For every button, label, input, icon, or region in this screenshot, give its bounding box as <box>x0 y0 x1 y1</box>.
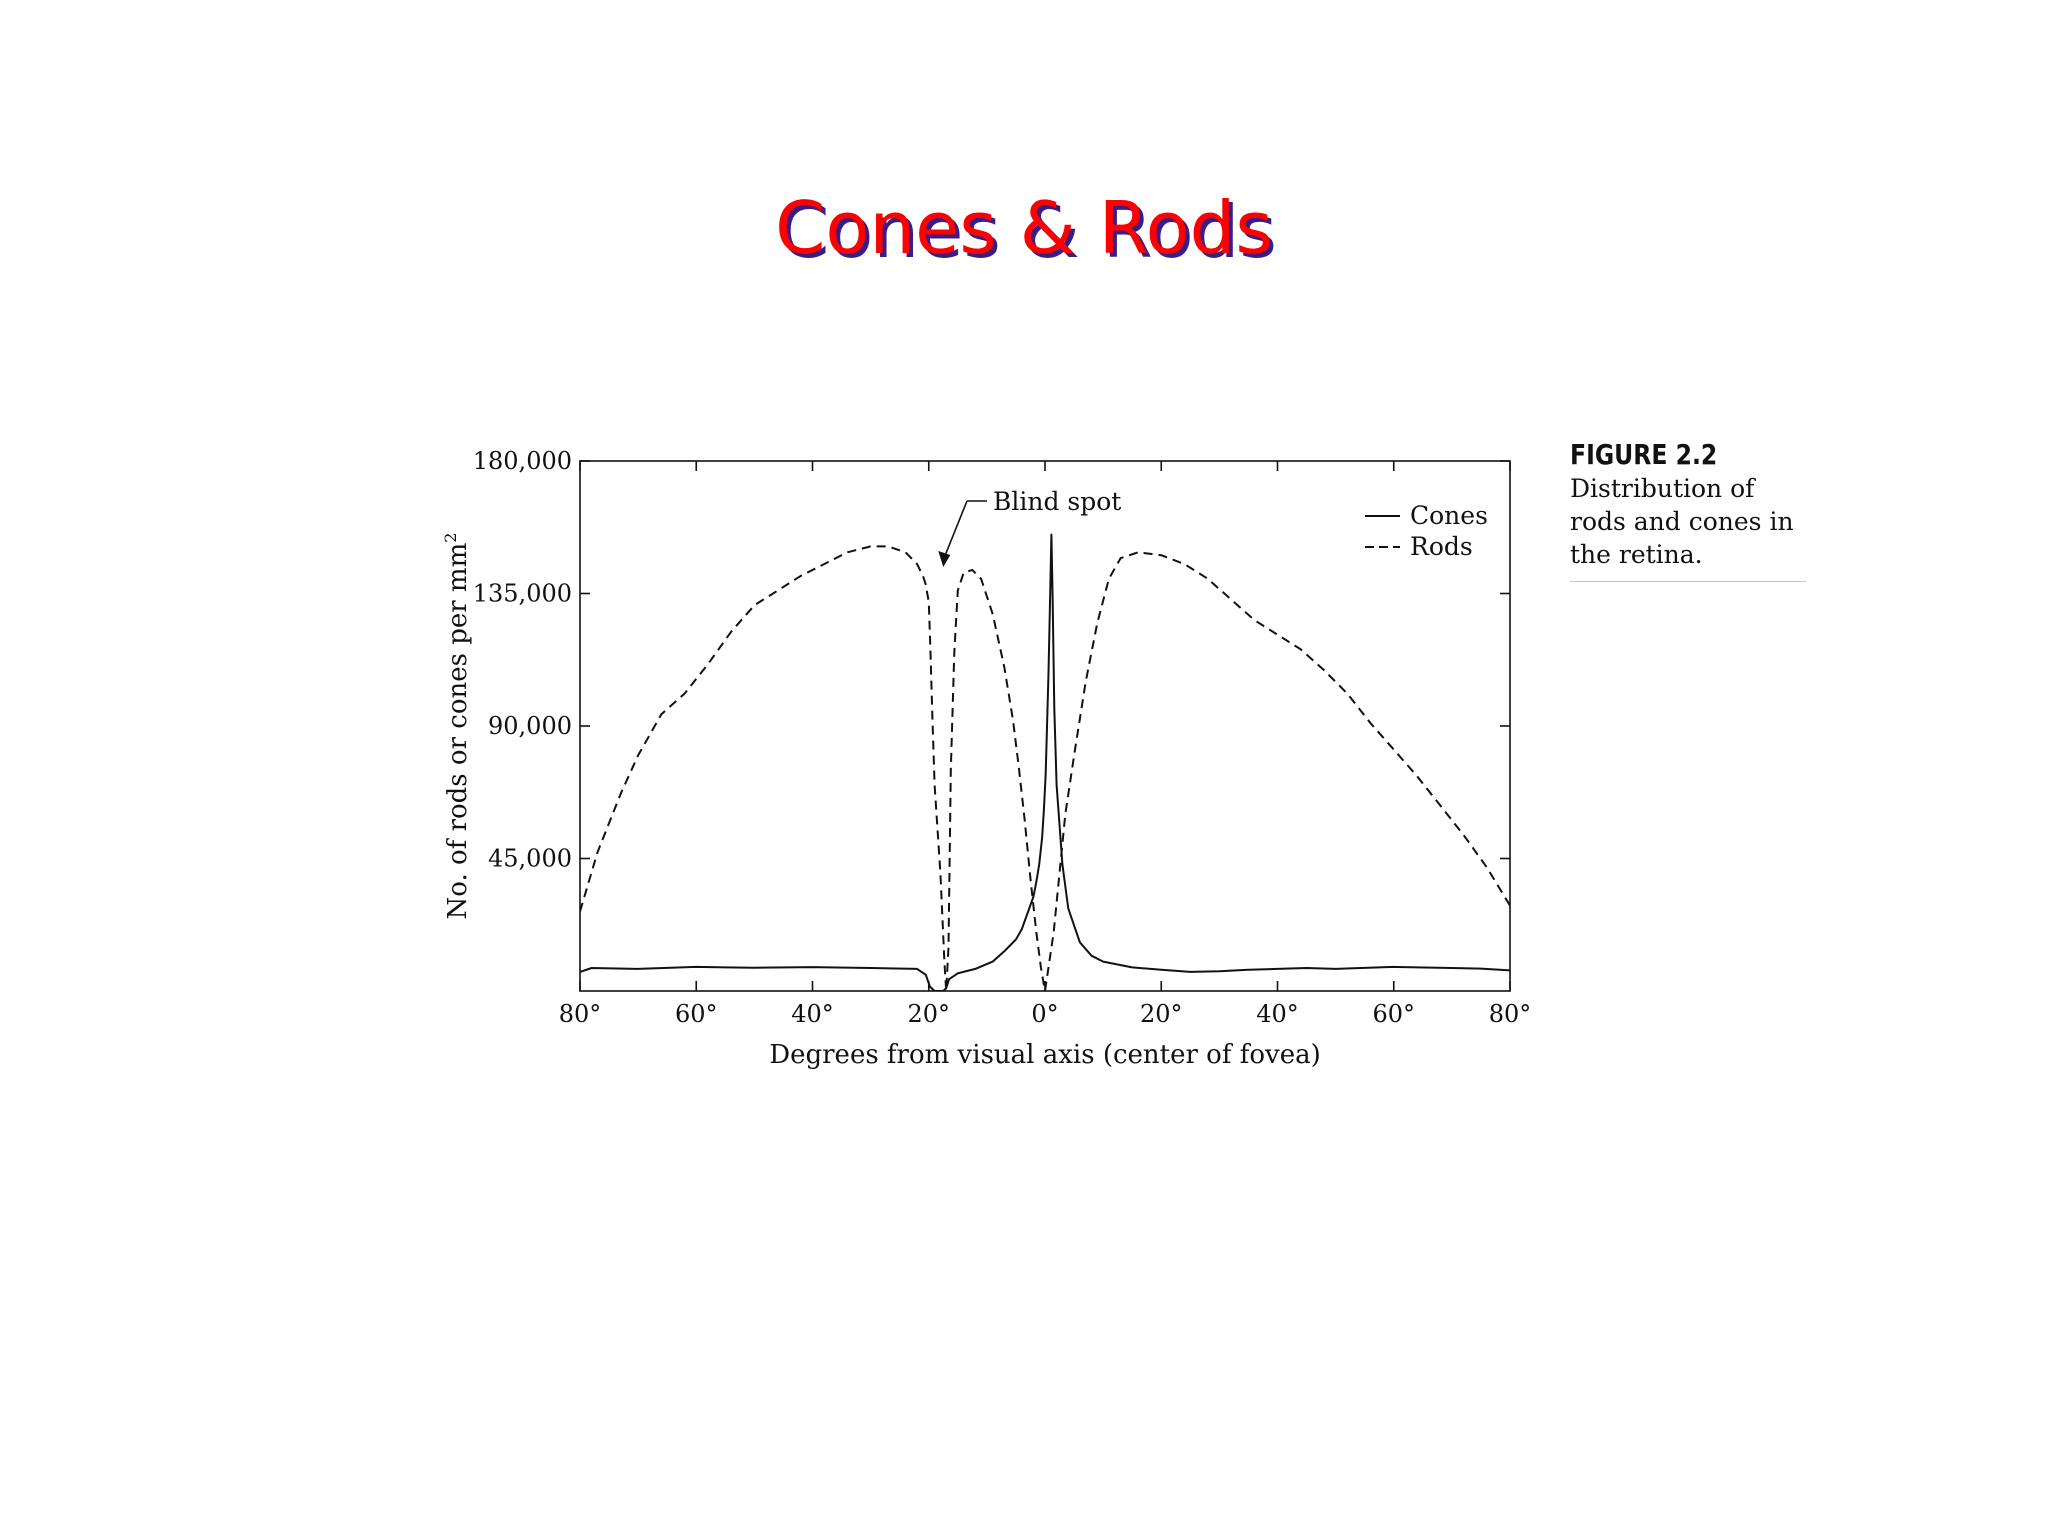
y-tick-label: 135,000 <box>473 580 572 608</box>
x-tick-label: 60° <box>1372 1000 1415 1028</box>
x-tick-label: 40° <box>791 1000 834 1028</box>
annotation-arrow-head <box>938 551 951 567</box>
annotation-blind-spot: Blind spot <box>993 487 1121 516</box>
y-tick-label: 180,000 <box>473 447 572 475</box>
x-tick-label: 80° <box>1489 1000 1532 1028</box>
figure-caption: FIGURE 2.2 Distribution of rods and cone… <box>1570 438 1810 582</box>
legend-label-rods: Rods <box>1410 532 1473 561</box>
x-axis-label: Degrees from visual axis (center of fove… <box>769 1040 1320 1070</box>
plot-frame <box>579 460 1511 992</box>
annotation-arrow-shaft <box>944 500 968 556</box>
x-tick-label: 40° <box>1256 1000 1299 1028</box>
y-tick-label: 90,000 <box>488 712 572 740</box>
y-axis-label: No. of rods or cones per mm2 <box>441 533 473 920</box>
series-line-rods <box>580 545 1510 991</box>
x-tick-label: 0° <box>1031 1000 1058 1028</box>
x-tick-label: 20° <box>1140 1000 1183 1028</box>
slide-title: Cones & Rods <box>775 186 1273 270</box>
x-tick-label: 80° <box>559 1000 602 1028</box>
y-tick-label: 45,000 <box>488 845 572 873</box>
x-tick-label: 20° <box>907 1000 950 1028</box>
figure-number: FIGURE 2.2 <box>1570 438 1718 471</box>
figure-caption-text: Distribution of rods and cones in the re… <box>1570 472 1806 582</box>
series-line-cones <box>580 533 1510 991</box>
x-tick-label: 60° <box>675 1000 718 1028</box>
legend-label-cones: Cones <box>1410 501 1488 530</box>
